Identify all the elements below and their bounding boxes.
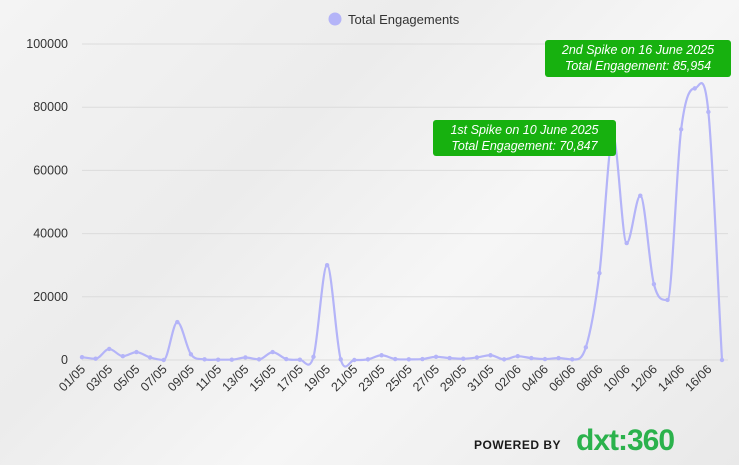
data-point <box>338 357 343 362</box>
x-tick-label: 07/05 <box>138 362 170 394</box>
x-tick-label: 27/05 <box>410 362 442 394</box>
data-point <box>215 357 221 362</box>
y-tick-label: 80000 <box>33 100 68 114</box>
annotation-box <box>545 40 731 77</box>
x-tick-label: 08/06 <box>574 362 606 394</box>
annotation-text: 2nd Spike on 16 June 2025 <box>561 43 714 57</box>
data-point <box>256 357 262 362</box>
x-tick-label: 23/05 <box>356 362 388 394</box>
data-point <box>461 356 466 361</box>
data-point <box>93 356 98 361</box>
data-point <box>433 354 439 360</box>
x-tick-label: 04/06 <box>519 362 551 394</box>
x-tick-label: 16/06 <box>682 362 714 394</box>
x-tick-label: 11/05 <box>193 362 224 393</box>
annotation-box <box>433 120 616 156</box>
y-tick-label: 0 <box>61 353 68 367</box>
x-tick-label: 02/06 <box>492 362 524 394</box>
data-point <box>706 109 711 115</box>
data-point <box>188 352 194 357</box>
data-point <box>161 357 166 363</box>
annotation-text: Total Engagement: 85,954 <box>565 59 711 73</box>
y-tick-label: 60000 <box>33 163 68 177</box>
data-point <box>379 353 384 358</box>
data-point <box>624 240 629 246</box>
x-tick-label: 31/05 <box>465 362 497 394</box>
data-point <box>556 355 561 361</box>
x-tick-label: 10/06 <box>601 362 633 394</box>
data-point <box>638 193 643 198</box>
data-point <box>392 356 398 362</box>
x-tick-label: 15/05 <box>247 362 279 394</box>
data-point <box>284 356 289 362</box>
data-point <box>665 297 670 303</box>
x-tick-label: 25/05 <box>383 362 415 394</box>
data-point <box>134 349 139 355</box>
data-point <box>597 270 602 276</box>
data-point <box>297 357 303 362</box>
data-point <box>474 355 480 360</box>
x-tick-label: 13/05 <box>220 362 252 394</box>
data-point <box>515 354 520 359</box>
data-point <box>583 345 589 350</box>
data-point <box>243 355 248 360</box>
y-tick-label: 100000 <box>26 37 68 51</box>
data-point <box>651 281 657 287</box>
data-point <box>570 357 575 362</box>
x-tick-label: 06/06 <box>546 362 578 394</box>
x-tick-label: 09/05 <box>165 362 197 394</box>
data-point <box>719 357 725 363</box>
legend-swatch[interactable] <box>328 12 342 26</box>
data-point <box>447 355 452 361</box>
x-tick-label: 19/05 <box>301 362 333 394</box>
powered-by-label: POWERED BY <box>474 438 562 452</box>
y-tick-label: 40000 <box>33 227 68 241</box>
data-point <box>529 355 534 361</box>
data-point <box>501 357 507 362</box>
data-point <box>692 86 697 91</box>
data-point <box>175 319 180 325</box>
series-line-total-engagements <box>81 82 724 368</box>
data-point <box>120 354 126 359</box>
annotation-text: Total Engagement: 70,847 <box>451 139 598 153</box>
x-tick-label: 29/05 <box>437 362 469 394</box>
data-point <box>542 356 548 362</box>
data-point <box>311 354 316 360</box>
x-tick-label: 05/05 <box>111 362 143 394</box>
data-point <box>352 357 357 363</box>
annotation-text: 1st Spike on 10 June 2025 <box>450 123 598 137</box>
dxt360-logo: dxt:360 <box>576 424 675 457</box>
x-tick-label: 17/05 <box>274 362 306 394</box>
data-point <box>420 356 425 362</box>
data-point <box>107 346 112 352</box>
data-point <box>406 357 412 362</box>
data-point <box>365 357 371 362</box>
data-point <box>229 357 234 362</box>
legend-label[interactable]: Total Engagements <box>348 12 460 27</box>
y-tick-label: 20000 <box>33 290 68 304</box>
x-tick-label: 14/06 <box>655 362 687 394</box>
data-point <box>488 353 493 358</box>
data-point <box>147 355 153 360</box>
data-point <box>678 127 684 132</box>
data-point <box>202 357 207 362</box>
x-tick-label: 03/05 <box>83 362 115 394</box>
data-point <box>270 349 275 355</box>
x-tick-label: 12/06 <box>628 362 660 394</box>
data-point <box>324 263 330 268</box>
data-point <box>79 354 85 360</box>
